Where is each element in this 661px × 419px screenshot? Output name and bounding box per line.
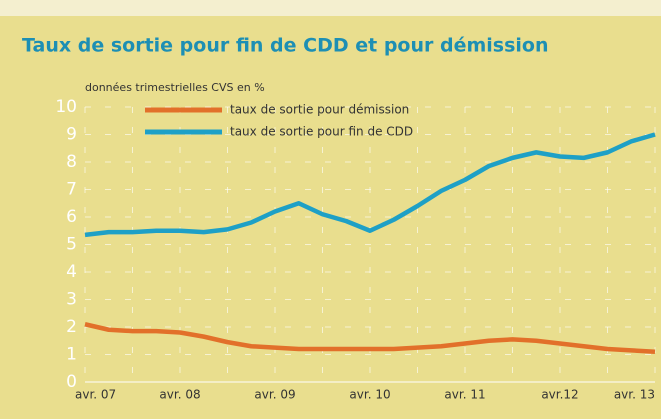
y-tick-label: 5 — [66, 235, 77, 255]
x-tick-label: avr. 08 — [159, 388, 200, 402]
x-tick-label: avr. 07 — [75, 388, 116, 402]
legend-label: taux de sortie pour fin de CDD — [230, 125, 413, 139]
y-tick-label: 9 — [66, 125, 77, 145]
y-tick-label: 1 — [66, 345, 77, 365]
y-tick-label: 3 — [66, 290, 77, 310]
x-tick-label: avr. 10 — [349, 388, 390, 402]
y-axis-label: données trimestrielles CVS en % — [85, 81, 265, 94]
chart-title: Taux de sortie pour fin de CDD et pour d… — [22, 35, 549, 57]
y-tick-label: 0 — [66, 372, 77, 392]
x-tick-label: avr.12 — [541, 388, 578, 402]
line-series — [84, 322, 656, 354]
line-series — [84, 132, 656, 238]
y-tick-label: 7 — [66, 180, 77, 200]
x-tick-label: avr. 11 — [444, 388, 485, 402]
top-strip — [0, 0, 661, 16]
y-tick-label: 2 — [66, 317, 77, 337]
x-tick-label: avr. 09 — [254, 388, 295, 402]
y-tick-label: 8 — [66, 152, 77, 172]
y-tick-label: 6 — [66, 207, 77, 227]
y-tick-label: 10 — [55, 97, 77, 117]
x-tick-label: avr. 13 — [614, 388, 655, 402]
legend-label: taux de sortie pour démission — [230, 103, 409, 117]
y-tick-label: 4 — [66, 262, 77, 282]
